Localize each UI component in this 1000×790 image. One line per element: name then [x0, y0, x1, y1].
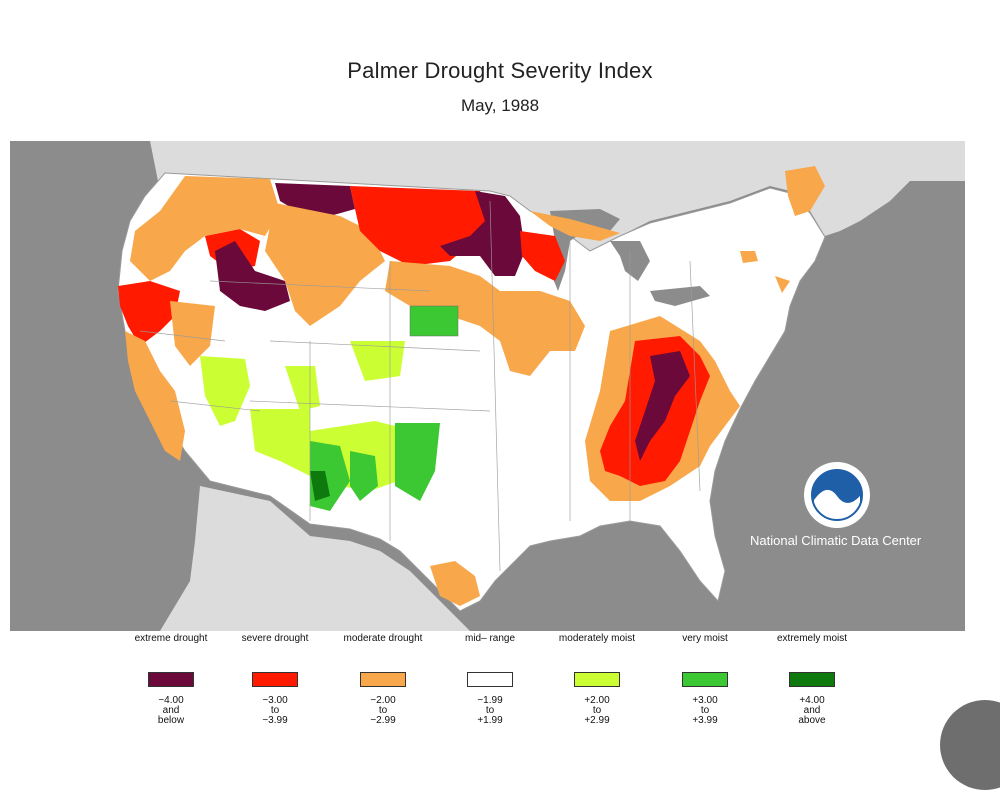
region-mt-wy-moderate — [265, 201, 385, 326]
legend-swatch — [360, 672, 406, 687]
credit-label: National Climatic Data Center — [750, 533, 922, 548]
region-new-england-moderate — [740, 166, 825, 293]
map-title: Palmer Drought Severity Index — [347, 58, 653, 83]
legend-label: very moist — [682, 633, 728, 644]
region-utah-moist — [285, 341, 405, 411]
map-subtitle: May, 1988 — [460, 96, 540, 115]
legend-label: extremely moist — [776, 633, 847, 644]
legend-swatch — [682, 672, 728, 687]
region-tennessee-extreme — [635, 351, 690, 461]
legend-item-moderate-drought: moderate drought −2.00 to −2.99 — [333, 631, 433, 726]
legend-range: +3.00 to +3.99 — [692, 695, 718, 726]
region-nw-severe — [118, 181, 260, 346]
map-frame — [10, 141, 965, 631]
mexico-landmass — [160, 486, 470, 631]
region-midwest-moderate — [385, 261, 585, 376]
legend-item-mid-range: mid– range −1.99 to +1.99 — [440, 631, 540, 726]
legend-range: −2.00 to −2.99 — [370, 695, 396, 726]
region-nm-very-moist — [310, 423, 440, 511]
legend-swatch — [148, 672, 194, 687]
legend-label: severe drought — [241, 633, 309, 644]
legend-range: +4.00 and above — [798, 695, 826, 726]
region-michigan-moderate — [530, 211, 620, 241]
region-south-texas-moderate — [430, 561, 480, 606]
legend: extreme drought −4.00 and below severe d… — [0, 631, 1000, 750]
region-wisconsin-severe — [520, 231, 565, 281]
region-minnesota-extreme — [440, 191, 525, 276]
legend-swatch — [252, 672, 298, 687]
region-california-moderate — [125, 301, 215, 461]
title-block: Palmer Drought Severity Index May, 1988 — [0, 58, 1000, 116]
legend-swatch — [789, 672, 835, 687]
legend-label: moderate drought — [343, 633, 423, 644]
legend-range: −1.99 to +1.99 — [477, 695, 503, 726]
legend-item-severe-drought: severe drought −3.00 to −3.99 — [225, 631, 325, 726]
region-idaho-extreme — [215, 241, 290, 311]
legend-label: extreme drought — [134, 633, 208, 644]
legend-swatch — [467, 672, 513, 687]
drought-map — [10, 141, 965, 631]
boundary-lines — [139, 200, 701, 572]
legend-range: −3.00 to −3.99 — [262, 695, 288, 726]
region-nw-moderate — [130, 176, 280, 281]
legend-range: +2.00 to +2.99 — [584, 695, 610, 726]
legend-label: moderately moist — [558, 633, 636, 644]
legend-range: −4.00 and below — [157, 695, 185, 726]
legend-swatch — [574, 672, 620, 687]
region-nebraska-very-moist — [409, 305, 459, 337]
canada-landmass — [10, 141, 965, 251]
legend-item-very-moist: very moist +3.00 to +3.99 — [655, 631, 755, 726]
legend-item-moderately-moist: moderately moist +2.00 to +2.99 — [547, 631, 647, 726]
legend-item-extreme-drought: extreme drought −4.00 and below — [121, 631, 221, 726]
region-nm-extremely-moist — [310, 471, 330, 501]
legend-label: mid– range — [464, 633, 516, 644]
legend-item-extremely-moist: extremely moist +4.00 and above — [762, 631, 862, 726]
noaa-logo-icon — [804, 462, 870, 528]
